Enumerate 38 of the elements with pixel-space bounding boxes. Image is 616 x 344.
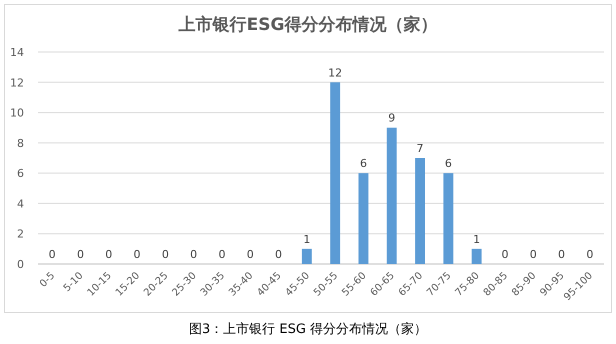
data-label: 0 <box>190 248 198 261</box>
bar <box>330 82 340 264</box>
data-label: 0 <box>586 248 594 261</box>
data-label: 0 <box>76 248 84 261</box>
chart-title: 上市银行ESG得分分布情况（家） <box>178 15 438 35</box>
caption: 图3：上市银行 ESG 得分分布情况（家） <box>188 321 428 337</box>
y-tick-label: 12 <box>10 76 24 90</box>
data-label: 1 <box>473 232 480 246</box>
y-tick-label: 8 <box>17 136 24 150</box>
data-label: 0 <box>105 248 112 261</box>
data-label: 0 <box>218 248 226 261</box>
data-label: 0 <box>162 248 169 261</box>
y-tick-label: 14 <box>10 46 24 59</box>
bar <box>415 158 426 264</box>
data-label: 6 <box>360 157 367 170</box>
bar <box>386 128 397 264</box>
data-label: 0 <box>501 248 508 261</box>
data-label: 0 <box>530 248 537 261</box>
data-label: 6 <box>444 157 452 170</box>
data-label: 1 <box>303 232 310 246</box>
data-label: 0 <box>558 248 566 261</box>
data-label: 0 <box>246 248 254 261</box>
bar <box>358 173 368 264</box>
x-tick-label: 0-5 <box>38 270 58 290</box>
data-label: 0 <box>134 248 141 261</box>
bar <box>472 248 482 264</box>
y-tick-label: 4 <box>17 197 24 210</box>
data-label: 0 <box>275 248 282 261</box>
data-label: 12 <box>328 66 342 80</box>
data-label: 9 <box>388 112 396 125</box>
y-tick-label: 10 <box>10 106 24 120</box>
bar <box>443 173 454 264</box>
bar <box>302 248 312 264</box>
data-label: 0 <box>48 248 56 261</box>
y-tick-label: 0 <box>17 258 24 271</box>
y-tick-label: 2 <box>17 228 24 241</box>
y-tick-label: 6 <box>17 167 24 180</box>
data-label: 7 <box>416 142 424 155</box>
